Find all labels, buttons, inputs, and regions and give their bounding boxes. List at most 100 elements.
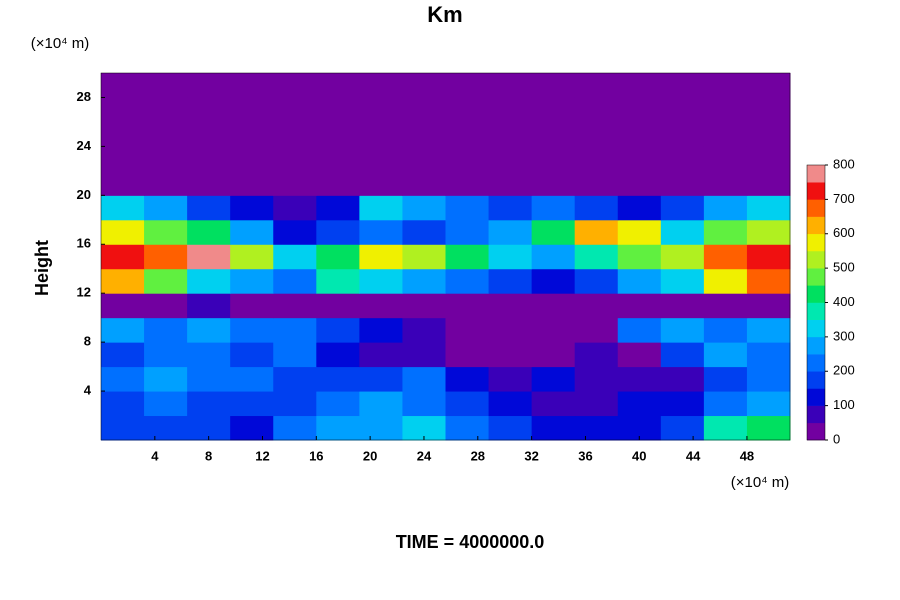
heat-cell: [574, 195, 619, 221]
heat-cell: [316, 268, 360, 294]
x-tick-label: 20: [363, 448, 377, 463]
heat-cell: [101, 366, 145, 392]
heat-cell: [531, 73, 576, 98]
heat-cell: [531, 121, 576, 147]
heat-cell: [660, 391, 705, 417]
heat-cell: [402, 195, 446, 221]
heat-cell: [230, 97, 274, 123]
heat-cell: [746, 317, 791, 343]
y-tick-label: 16: [77, 236, 91, 251]
heat-cell: [187, 366, 231, 392]
heat-cell: [531, 366, 576, 392]
heat-cell: [359, 268, 403, 294]
heat-cell: [531, 195, 576, 221]
x-tick-label: 48: [740, 448, 754, 463]
heat-cell: [531, 219, 576, 245]
heat-cell: [187, 97, 231, 123]
heat-cell: [617, 342, 662, 368]
heat-cell: [445, 415, 490, 441]
heat-cell: [617, 170, 662, 196]
colorbar-swatch: [807, 336, 825, 355]
heat-cell: [144, 268, 188, 294]
heat-cell: [101, 97, 145, 123]
heat-cell: [660, 366, 705, 392]
heat-cell: [316, 121, 360, 147]
heat-cell: [445, 73, 490, 98]
colorbar-tick-label: 400: [833, 294, 855, 309]
colorbar-tick-label: 800: [833, 156, 855, 171]
heat-cell: [574, 244, 619, 270]
heat-cell: [531, 342, 576, 368]
y-tick-label: 12: [77, 285, 91, 300]
heat-cell: [230, 342, 274, 368]
colorbar-tick-label: 300: [833, 328, 855, 343]
x-tick-label: 28: [471, 448, 485, 463]
heat-cell: [144, 195, 188, 221]
heat-cell: [488, 391, 533, 417]
heat-cell: [574, 293, 619, 319]
heat-cell: [316, 342, 360, 368]
heat-cell: [273, 195, 317, 221]
heat-cell: [746, 97, 791, 123]
heat-cell: [488, 97, 533, 123]
heat-cell: [144, 293, 188, 319]
heat-cell: [402, 342, 446, 368]
heat-cell: [531, 146, 576, 172]
heat-cell: [230, 366, 274, 392]
heat-cell: [488, 121, 533, 147]
heat-cell: [574, 97, 619, 123]
heat-cell: [187, 146, 231, 172]
heat-cell: [230, 391, 274, 417]
colorbar-tick-label: 700: [833, 191, 855, 206]
heat-cell: [488, 268, 533, 294]
colorbar-swatch: [807, 268, 825, 286]
heat-cell: [101, 121, 145, 147]
plot-frame: [100, 72, 791, 441]
heat-cell: [101, 73, 145, 98]
heat-cell: [402, 317, 446, 343]
heat-cell: [402, 366, 446, 392]
colorbar-swatch: [807, 182, 825, 200]
heat-cell: [617, 366, 662, 392]
x-tick-label: 36: [578, 448, 592, 463]
heat-cell: [703, 317, 748, 343]
heat-cell: [316, 391, 360, 417]
x-tick-label: 16: [309, 448, 323, 463]
heat-cell: [402, 170, 446, 196]
heat-cell: [660, 415, 705, 441]
colorbar-swatch: [807, 422, 825, 441]
heat-cell: [574, 170, 619, 196]
heat-cell: [617, 268, 662, 294]
heat-cell: [660, 219, 705, 245]
heat-cell: [617, 73, 662, 98]
heat-cell: [617, 391, 662, 417]
heat-cell: [273, 121, 317, 147]
heat-cell: [316, 170, 360, 196]
heat-cell: [531, 415, 576, 441]
heat-cell: [316, 317, 360, 343]
heat-cell: [617, 195, 662, 221]
heat-cell: [488, 146, 533, 172]
heat-cell: [660, 195, 705, 221]
heat-cell: [144, 366, 188, 392]
heat-cell: [359, 391, 403, 417]
heat-cell: [144, 73, 188, 98]
heat-cell: [273, 146, 317, 172]
colorbar-swatch: [807, 285, 825, 303]
heat-cell: [359, 97, 403, 123]
heat-cell: [746, 121, 791, 147]
heat-cell: [402, 391, 446, 417]
heat-cell: [531, 391, 576, 417]
y-tick-label: 28: [77, 89, 91, 104]
heat-cell: [359, 146, 403, 172]
colorbar-swatch: [807, 405, 825, 424]
heat-cell: [445, 342, 490, 368]
heat-cell: [488, 219, 533, 245]
heat-cell: [703, 415, 748, 441]
heat-cell: [144, 121, 188, 147]
heat-cell: [230, 195, 274, 221]
colorbar-swatch: [807, 233, 825, 252]
heat-cell: [746, 170, 791, 196]
heat-cell: [230, 244, 274, 270]
heat-cell: [273, 73, 317, 98]
